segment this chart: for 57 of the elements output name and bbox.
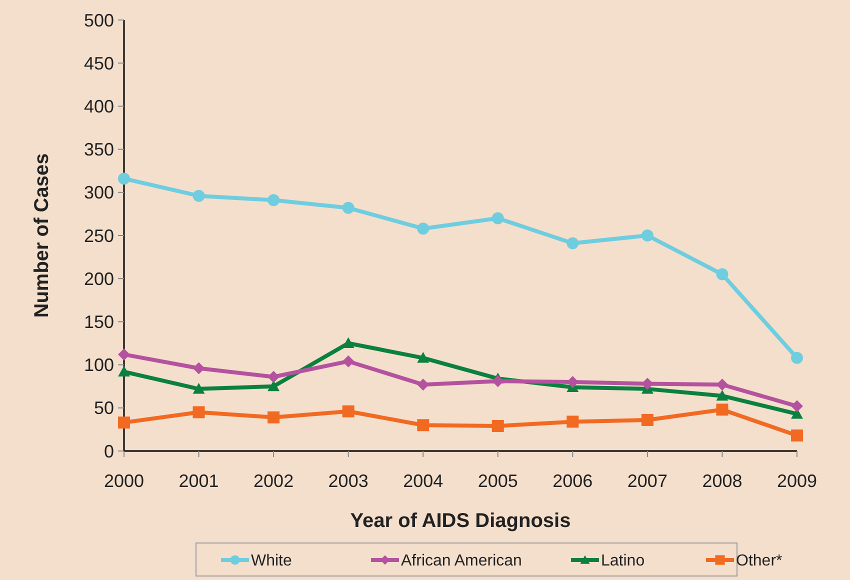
x-tick-label: 2000 — [104, 471, 144, 491]
y-tick-label: 250 — [84, 226, 114, 246]
point — [417, 419, 430, 432]
point — [566, 416, 579, 428]
point — [492, 212, 504, 224]
point — [268, 370, 280, 383]
point — [118, 416, 130, 429]
point — [716, 390, 728, 401]
y-tick-label: 200 — [84, 268, 114, 289]
y-axis-title: Number of Cases — [31, 153, 53, 318]
point — [268, 194, 280, 206]
y-tick-label: 150 — [84, 312, 114, 332]
x-tick-label: 2008 — [702, 471, 742, 491]
point — [641, 230, 654, 242]
x-tick-label: 2004 — [403, 471, 444, 491]
y-tick-label: 400 — [84, 96, 114, 116]
legend-label: White — [251, 552, 292, 570]
point — [342, 405, 354, 418]
point — [192, 190, 205, 202]
y-tick-label: 500 — [84, 10, 114, 30]
x-tick-label: 2007 — [627, 471, 668, 491]
point — [791, 429, 803, 442]
point — [716, 268, 728, 280]
y-tick-label: 450 — [84, 53, 114, 74]
y-tick-label: 50 — [94, 398, 114, 418]
x-tick-label: 2006 — [552, 471, 593, 491]
y-tick-label: 100 — [84, 355, 114, 376]
y-tick-label: 0 — [104, 441, 114, 462]
point — [791, 352, 803, 364]
x-tick-label: 2005 — [478, 471, 518, 491]
point — [342, 355, 354, 368]
point — [192, 406, 205, 418]
point — [118, 366, 130, 376]
point — [192, 362, 205, 374]
x-tick-label: 2009 — [776, 471, 818, 491]
point — [268, 411, 280, 424]
point — [716, 404, 728, 416]
legend-label: Other* — [736, 552, 782, 570]
point — [192, 382, 205, 394]
point — [342, 202, 354, 214]
legend-label: African American — [401, 552, 522, 570]
x-tick-label: 2003 — [328, 471, 368, 491]
point — [118, 172, 130, 185]
point — [566, 237, 579, 250]
point — [641, 414, 654, 426]
x-tick-label: 2002 — [254, 471, 294, 491]
legend-label: Latino — [601, 552, 645, 570]
y-tick-label: 350 — [84, 140, 114, 160]
point — [417, 352, 430, 363]
x-axis-title: Year of AIDS Diagnosis — [350, 510, 571, 532]
point — [118, 348, 130, 360]
point — [492, 420, 504, 432]
y-tick-label: 300 — [84, 182, 114, 203]
point — [791, 400, 803, 412]
point — [268, 380, 280, 392]
point — [417, 222, 430, 235]
x-tick-label: 2001 — [178, 471, 219, 491]
